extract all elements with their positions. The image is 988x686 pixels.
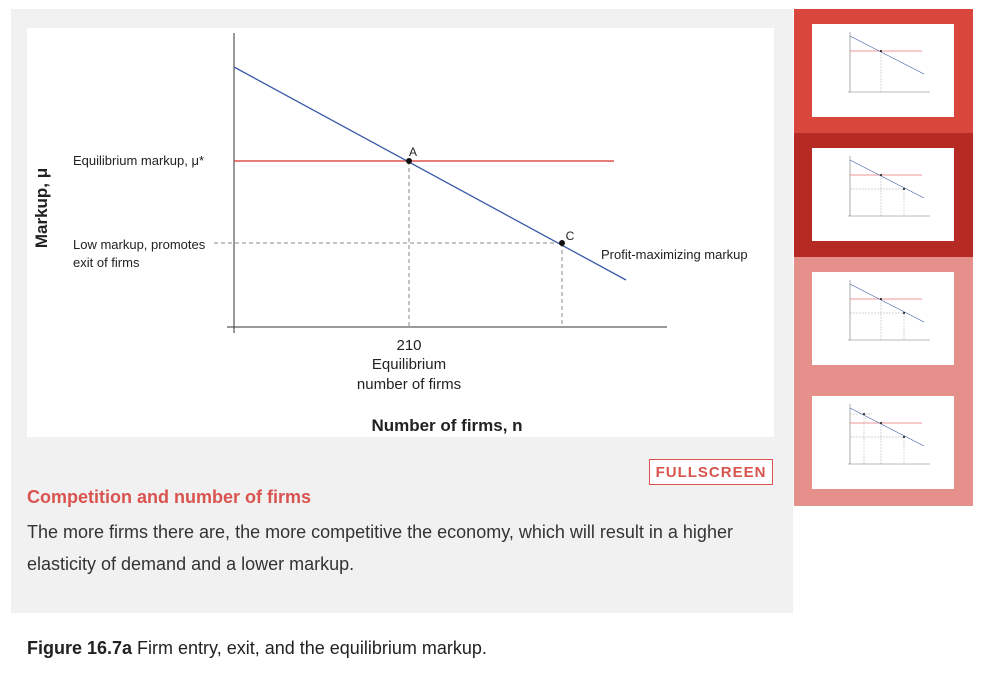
chart-area: A C Markup, μ Equilibrium markup, μ* Low… bbox=[27, 28, 774, 437]
point-a bbox=[406, 158, 412, 164]
thumbnail-step-2[interactable] bbox=[794, 133, 973, 257]
low-markup-label-line2: exit of firms bbox=[73, 255, 140, 270]
figure-caption: Figure 16.7a Firm entry, exit, and the e… bbox=[27, 638, 487, 659]
thumbnail-step-1[interactable] bbox=[794, 9, 973, 133]
thumbnail-step-3[interactable] bbox=[794, 257, 973, 381]
figure-number: Figure 16.7a bbox=[27, 638, 133, 658]
x-tick-sublabel-2: number of firms bbox=[357, 376, 461, 393]
point-a-label: A bbox=[409, 145, 417, 159]
x-tick-210: 210 bbox=[396, 337, 421, 354]
x-axis-label: Number of firms, n bbox=[371, 416, 522, 435]
y-axis-label: Markup, μ bbox=[32, 168, 51, 248]
step-title: Competition and number of firms bbox=[27, 487, 312, 507]
thumbnail-preview bbox=[812, 24, 954, 117]
step-description: The more firms there are, the more compe… bbox=[27, 522, 733, 574]
low-markup-label-line1: Low markup, promotes bbox=[73, 237, 206, 252]
figure-caption-text: Firm entry, exit, and the equilibrium ma… bbox=[132, 638, 487, 658]
point-c-label: C bbox=[566, 229, 575, 243]
x-tick-sublabel-1: Equilibrium bbox=[372, 356, 446, 373]
thumbnail-preview bbox=[812, 272, 954, 365]
profit-maximizing-curve bbox=[233, 66, 627, 281]
fullscreen-button[interactable]: FULLSCREEN bbox=[649, 459, 773, 485]
equilibrium-markup-label: Equilibrium markup, μ* bbox=[73, 153, 204, 168]
thumbnail-preview bbox=[812, 396, 954, 489]
markup-chart: A C Markup, μ Equilibrium markup, μ* Low… bbox=[32, 33, 748, 435]
thumbnail-step-4[interactable] bbox=[794, 381, 973, 506]
curve-label: Profit-maximizing markup bbox=[601, 247, 748, 262]
point-c bbox=[559, 240, 565, 246]
step-thumbnails bbox=[794, 9, 973, 506]
thumbnail-preview bbox=[812, 148, 954, 241]
